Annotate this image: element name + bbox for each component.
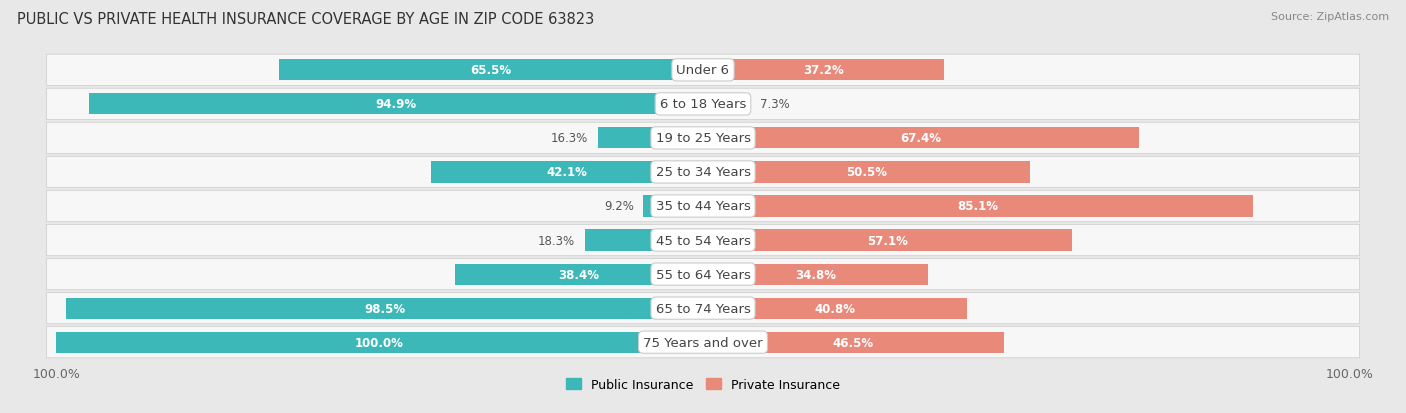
FancyBboxPatch shape [46, 157, 1360, 188]
Bar [598, 128, 703, 149]
Text: 18.3%: 18.3% [538, 234, 575, 247]
Text: 37.2%: 37.2% [803, 64, 844, 77]
Text: 45 to 54 Years: 45 to 54 Years [655, 234, 751, 247]
Bar [585, 230, 703, 251]
Bar [66, 298, 703, 319]
Bar [703, 196, 1253, 217]
Bar [703, 162, 1029, 183]
Text: 50.5%: 50.5% [846, 166, 887, 179]
Text: 100.0%: 100.0% [356, 336, 404, 349]
FancyBboxPatch shape [46, 123, 1360, 154]
Bar [703, 128, 1139, 149]
FancyBboxPatch shape [46, 55, 1360, 86]
Text: 42.1%: 42.1% [547, 166, 588, 179]
Bar [703, 94, 751, 115]
FancyBboxPatch shape [46, 259, 1360, 290]
FancyBboxPatch shape [46, 327, 1360, 358]
Text: 55 to 64 Years: 55 to 64 Years [655, 268, 751, 281]
Bar [703, 60, 943, 81]
Text: 67.4%: 67.4% [900, 132, 942, 145]
Text: Source: ZipAtlas.com: Source: ZipAtlas.com [1271, 12, 1389, 22]
Bar [703, 230, 1073, 251]
Text: 98.5%: 98.5% [364, 302, 405, 315]
Bar [454, 264, 703, 285]
Bar [703, 298, 967, 319]
Text: 94.9%: 94.9% [375, 98, 416, 111]
Text: 57.1%: 57.1% [868, 234, 908, 247]
Text: 46.5%: 46.5% [832, 336, 875, 349]
FancyBboxPatch shape [46, 89, 1360, 120]
Text: 19 to 25 Years: 19 to 25 Years [655, 132, 751, 145]
Bar [280, 60, 703, 81]
Text: 7.3%: 7.3% [759, 98, 790, 111]
Text: 65.5%: 65.5% [471, 64, 512, 77]
Text: 6 to 18 Years: 6 to 18 Years [659, 98, 747, 111]
Bar [89, 94, 703, 115]
Text: 35 to 44 Years: 35 to 44 Years [655, 200, 751, 213]
Text: 85.1%: 85.1% [957, 200, 998, 213]
Text: 38.4%: 38.4% [558, 268, 599, 281]
FancyBboxPatch shape [46, 293, 1360, 324]
FancyBboxPatch shape [46, 191, 1360, 222]
Text: 16.3%: 16.3% [551, 132, 588, 145]
Bar [644, 196, 703, 217]
Text: 75 Years and over: 75 Years and over [643, 336, 763, 349]
Text: 25 to 34 Years: 25 to 34 Years [655, 166, 751, 179]
Text: 40.8%: 40.8% [814, 302, 855, 315]
Text: Under 6: Under 6 [676, 64, 730, 77]
Bar [430, 162, 703, 183]
FancyBboxPatch shape [46, 225, 1360, 256]
Text: 34.8%: 34.8% [794, 268, 837, 281]
Bar [703, 264, 928, 285]
Legend: Public Insurance, Private Insurance: Public Insurance, Private Insurance [561, 373, 845, 396]
Text: 65 to 74 Years: 65 to 74 Years [655, 302, 751, 315]
Text: PUBLIC VS PRIVATE HEALTH INSURANCE COVERAGE BY AGE IN ZIP CODE 63823: PUBLIC VS PRIVATE HEALTH INSURANCE COVER… [17, 12, 595, 27]
Bar [703, 332, 1004, 353]
Bar [56, 332, 703, 353]
Text: 9.2%: 9.2% [605, 200, 634, 213]
